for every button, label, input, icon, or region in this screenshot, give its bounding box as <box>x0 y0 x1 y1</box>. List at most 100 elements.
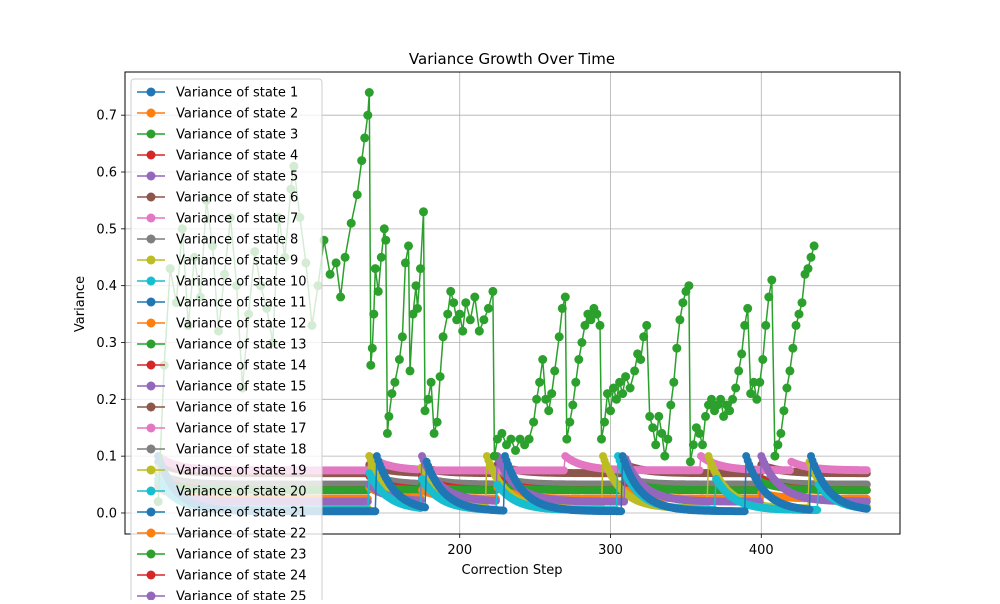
legend-label: Variance of state 3 <box>176 128 298 143</box>
legend-label: Variance of state 1 <box>176 86 298 101</box>
data-point <box>684 281 693 290</box>
data-point <box>621 372 630 381</box>
legend-marker <box>147 193 156 202</box>
data-point <box>675 315 684 324</box>
data-point <box>560 466 568 474</box>
data-point <box>466 315 475 324</box>
data-point <box>347 219 356 228</box>
legend-label: Variance of state 4 <box>176 149 298 164</box>
data-point <box>387 389 396 398</box>
data-point <box>574 355 583 364</box>
data-point <box>779 406 788 415</box>
legend-marker <box>147 172 156 181</box>
data-point <box>689 440 698 449</box>
data-point <box>421 503 429 511</box>
legend-label: Variance of state 8 <box>176 233 298 248</box>
data-point <box>863 466 871 474</box>
data-point <box>731 384 740 393</box>
data-point <box>550 366 559 375</box>
data-point <box>497 429 506 438</box>
data-point <box>785 366 794 375</box>
data-point <box>419 207 428 216</box>
data-point <box>788 344 797 353</box>
data-point <box>461 298 470 307</box>
data-point <box>404 241 413 250</box>
data-point <box>547 389 556 398</box>
data-point <box>761 321 770 330</box>
legend-label: Variance of state 2 <box>176 107 298 122</box>
data-point <box>806 506 814 514</box>
data-point <box>592 310 601 319</box>
data-point <box>792 321 801 330</box>
data-point <box>443 310 452 319</box>
data-point <box>558 304 567 313</box>
data-point <box>743 304 752 313</box>
data-point <box>430 429 439 438</box>
data-point <box>353 190 362 199</box>
data-point <box>571 378 580 387</box>
data-point <box>562 435 571 444</box>
data-point <box>470 293 479 302</box>
y-tick-label: 0.3 <box>96 336 117 351</box>
data-point <box>374 287 383 296</box>
data-point <box>767 276 776 285</box>
data-point <box>366 361 375 370</box>
legend-marker <box>147 130 156 139</box>
data-point <box>764 293 773 302</box>
data-point <box>525 435 534 444</box>
data-point <box>648 423 657 432</box>
data-point <box>660 452 669 461</box>
data-point <box>807 253 816 262</box>
data-point <box>377 253 386 262</box>
data-point <box>617 507 625 515</box>
data-point <box>666 401 675 410</box>
legend-label: Variance of state 5 <box>176 170 298 185</box>
data-point <box>326 270 335 279</box>
chart-title: Variance Growth Over Time <box>409 50 615 68</box>
x-tick-label: 300 <box>598 543 623 558</box>
data-point <box>561 293 570 302</box>
data-point <box>630 366 639 375</box>
data-point <box>636 355 645 364</box>
data-point <box>439 332 448 341</box>
data-point <box>341 253 350 262</box>
data-point <box>813 506 821 514</box>
data-point <box>752 395 761 404</box>
data-point <box>381 236 390 245</box>
legend-marker <box>147 109 156 118</box>
data-point <box>446 287 455 296</box>
x-axis-label: Correction Step <box>462 563 563 578</box>
y-tick-label: 0.7 <box>96 109 117 124</box>
data-point <box>663 435 672 444</box>
data-point <box>424 395 433 404</box>
x-tick-label: 200 <box>447 543 472 558</box>
data-point <box>734 366 743 375</box>
data-point <box>433 418 442 427</box>
legend-label: Variance of state 7 <box>176 212 298 227</box>
data-point <box>332 258 341 267</box>
data-point <box>529 418 538 427</box>
data-point <box>795 310 804 319</box>
data-point <box>360 133 369 142</box>
data-point <box>398 332 407 341</box>
data-point <box>804 264 813 273</box>
data-point <box>395 355 404 364</box>
data-point <box>401 258 410 267</box>
data-point <box>458 327 467 336</box>
data-point <box>555 332 564 341</box>
legend-label: Variance of state 9 <box>176 254 298 269</box>
data-point <box>725 406 734 415</box>
data-point <box>368 344 377 353</box>
y-tick-label: 0.0 <box>96 506 117 521</box>
data-point <box>639 332 648 341</box>
data-point <box>488 287 497 296</box>
legend-marker <box>147 256 156 265</box>
data-point <box>755 378 764 387</box>
data-point <box>696 466 704 474</box>
legend-marker <box>147 235 156 244</box>
legend-label: Variance of state 6 <box>176 191 298 206</box>
data-point <box>484 304 493 313</box>
data-point <box>740 321 749 330</box>
